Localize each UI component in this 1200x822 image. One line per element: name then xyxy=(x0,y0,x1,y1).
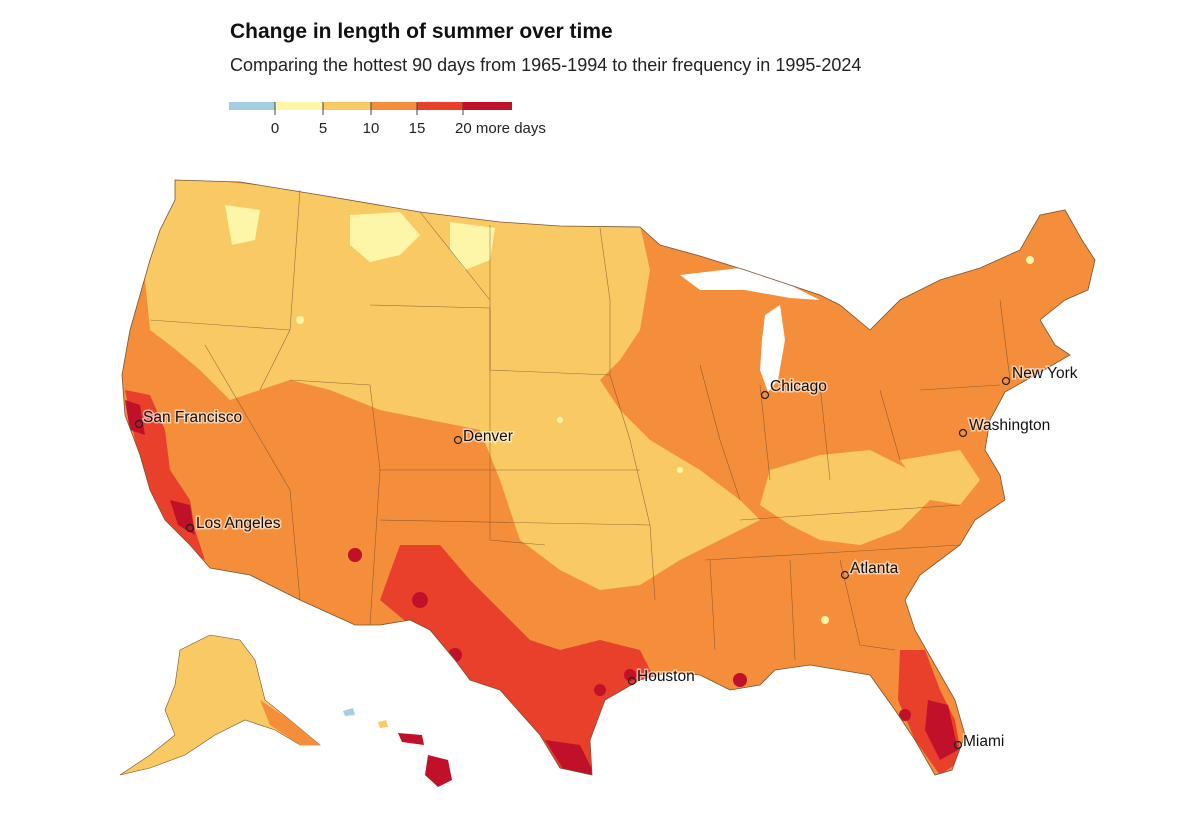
city-label: Denver xyxy=(463,428,513,445)
state-border xyxy=(759,384,771,481)
city-label: Atlanta xyxy=(850,560,899,577)
state-border xyxy=(789,559,796,661)
cool-spot xyxy=(296,316,304,324)
city-new-york: New York xyxy=(1001,364,1079,386)
hotspot xyxy=(899,709,911,721)
region-dakota-0-5 xyxy=(450,222,495,270)
city-atlanta: Atlanta xyxy=(840,559,900,580)
state-border xyxy=(999,299,1011,381)
state-border xyxy=(149,319,291,331)
region-appalachia-5-10 xyxy=(760,450,930,545)
alaska-south xyxy=(260,700,320,745)
city-markers: New York Chicago Washington San Francisc… xyxy=(134,364,1079,752)
state-border xyxy=(919,384,1001,391)
city-houston: Houston xyxy=(627,667,696,687)
hotspot xyxy=(348,548,362,562)
city-label: Los Angeles xyxy=(196,515,281,532)
city-label: San Francisco xyxy=(143,409,242,426)
legend-tick-label: 0 xyxy=(271,120,279,137)
state-borders xyxy=(149,189,1011,661)
legend-svg: 0 5 10 15 20 more days xyxy=(229,102,546,137)
city-washington: Washington xyxy=(958,416,1052,438)
state-border xyxy=(489,225,546,546)
legend-tick-label: 10 xyxy=(363,120,380,137)
hawaii-island xyxy=(398,733,424,745)
city-label: New York xyxy=(1012,365,1078,382)
state-border xyxy=(879,389,901,461)
state-border xyxy=(599,227,656,601)
city-label: Washington xyxy=(969,417,1050,434)
state-border xyxy=(739,504,961,521)
region-southtexas-15-20 xyxy=(380,545,660,775)
state-border xyxy=(709,559,716,651)
lake-michigan xyxy=(760,305,785,392)
legend-swatch xyxy=(417,102,463,110)
us-heat-map: New York Chicago Washington San Francisc… xyxy=(0,150,1200,822)
state-border xyxy=(699,364,741,501)
city-miami: Miami xyxy=(953,732,1006,752)
legend-tick-label: 15 xyxy=(409,120,426,137)
state-border xyxy=(819,384,831,481)
region-montana-0-5 xyxy=(350,212,420,262)
state-border xyxy=(289,379,381,626)
hotspot xyxy=(594,684,606,696)
region-north-5-10 xyxy=(145,180,760,590)
cool-spot xyxy=(821,616,829,624)
city-chicago: Chicago xyxy=(760,377,828,400)
city-label: Miami xyxy=(963,733,1004,750)
state-border xyxy=(419,211,491,301)
state-border xyxy=(704,544,961,561)
alaska xyxy=(119,634,321,776)
hotspot xyxy=(412,592,428,608)
region-idaho-0-5 xyxy=(225,205,260,245)
legend-swatch xyxy=(463,102,512,110)
lake-superior xyxy=(680,268,820,300)
hotspot xyxy=(733,673,747,687)
state-border xyxy=(204,344,301,601)
city-denver: Denver xyxy=(453,427,514,447)
region-virginia-5-10 xyxy=(900,450,980,505)
color-legend: 0 5 10 15 20 more days xyxy=(229,100,546,140)
heat-regions xyxy=(122,180,1095,775)
region-sandiego-20plus xyxy=(170,500,195,535)
cool-dots xyxy=(296,256,1034,624)
hawaii-island xyxy=(343,708,355,716)
legend-tick-label: 5 xyxy=(319,120,327,137)
city-label: Chicago xyxy=(770,378,827,395)
legend-swatch xyxy=(229,102,275,110)
legend-swatch xyxy=(323,102,371,110)
hotspot xyxy=(624,669,636,681)
cool-spot xyxy=(677,467,683,473)
us-outline xyxy=(121,179,1096,776)
hawaii-island xyxy=(378,720,388,728)
hawaii-island xyxy=(425,755,452,787)
hawaii xyxy=(343,708,452,787)
state-border xyxy=(839,559,896,651)
chart-subtitle: Comparing the hottest 90 days from 1965-… xyxy=(230,55,862,75)
city-los-angeles: Los Angeles xyxy=(185,514,282,534)
city-label: Houston xyxy=(637,668,695,685)
legend-swatch xyxy=(371,102,417,110)
map-svg: New York Chicago Washington San Francisc… xyxy=(119,179,1096,787)
cool-spot xyxy=(557,417,563,423)
region-southtexas-20plus xyxy=(545,740,595,775)
legend-tick-label: 20 more days xyxy=(455,120,546,137)
region-miami-20plus xyxy=(925,700,958,760)
chart-title: Change in length of summer over time xyxy=(230,20,613,43)
cool-spot xyxy=(1026,256,1034,264)
region-bayarea-20plus xyxy=(125,400,145,435)
city-san-francisco: San Francisco xyxy=(134,408,244,429)
state-border xyxy=(379,519,651,526)
legend-swatch xyxy=(275,102,323,110)
